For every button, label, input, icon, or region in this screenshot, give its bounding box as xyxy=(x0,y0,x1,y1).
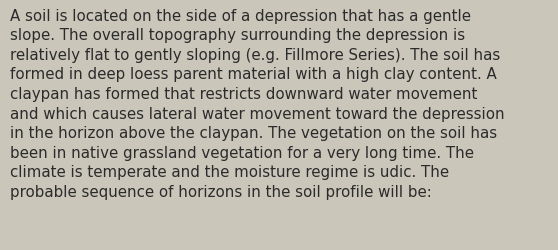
Text: A soil is located on the side of a depression that has a gentle
slope. The overa: A soil is located on the side of a depre… xyxy=(10,9,504,199)
